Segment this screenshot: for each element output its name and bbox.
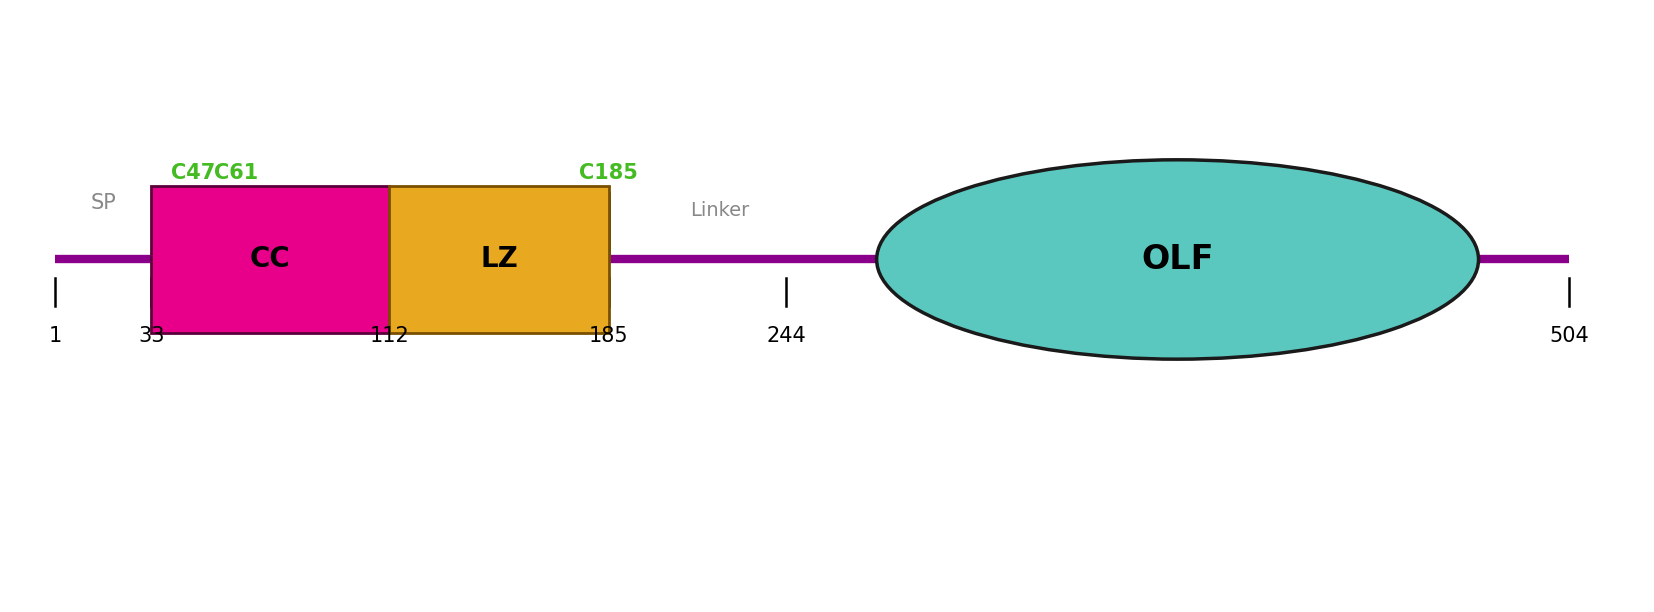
Text: 33: 33 bbox=[139, 326, 165, 346]
Text: 244: 244 bbox=[766, 326, 805, 346]
Text: C47: C47 bbox=[172, 163, 215, 183]
Text: 112: 112 bbox=[369, 326, 409, 346]
Text: C61: C61 bbox=[213, 163, 258, 183]
Text: 1: 1 bbox=[48, 326, 61, 346]
Text: Linker: Linker bbox=[690, 201, 749, 220]
Text: C185: C185 bbox=[579, 163, 638, 183]
Text: 504: 504 bbox=[1548, 326, 1589, 346]
Text: SP: SP bbox=[91, 193, 116, 213]
FancyBboxPatch shape bbox=[389, 187, 609, 332]
Text: LZ: LZ bbox=[480, 245, 518, 274]
Text: CC: CC bbox=[250, 245, 291, 274]
Text: OLF: OLF bbox=[1141, 243, 1214, 276]
Ellipse shape bbox=[877, 160, 1479, 359]
FancyBboxPatch shape bbox=[152, 187, 389, 332]
Text: 185: 185 bbox=[589, 326, 629, 346]
